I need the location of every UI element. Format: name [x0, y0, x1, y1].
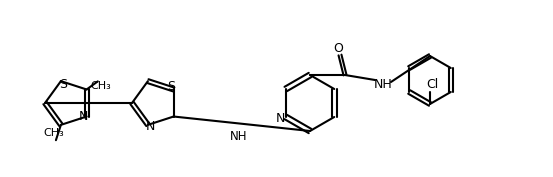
Text: S: S	[168, 80, 176, 93]
Text: Cl: Cl	[426, 79, 438, 92]
Text: CH₃: CH₃	[44, 128, 64, 138]
Text: O: O	[333, 42, 343, 56]
Text: N: N	[276, 113, 285, 125]
Text: N: N	[146, 120, 155, 133]
Text: CH₃: CH₃	[90, 81, 111, 91]
Text: NH: NH	[230, 130, 248, 143]
Text: S: S	[59, 78, 67, 91]
Text: N: N	[79, 110, 88, 123]
Text: NH: NH	[374, 78, 393, 90]
